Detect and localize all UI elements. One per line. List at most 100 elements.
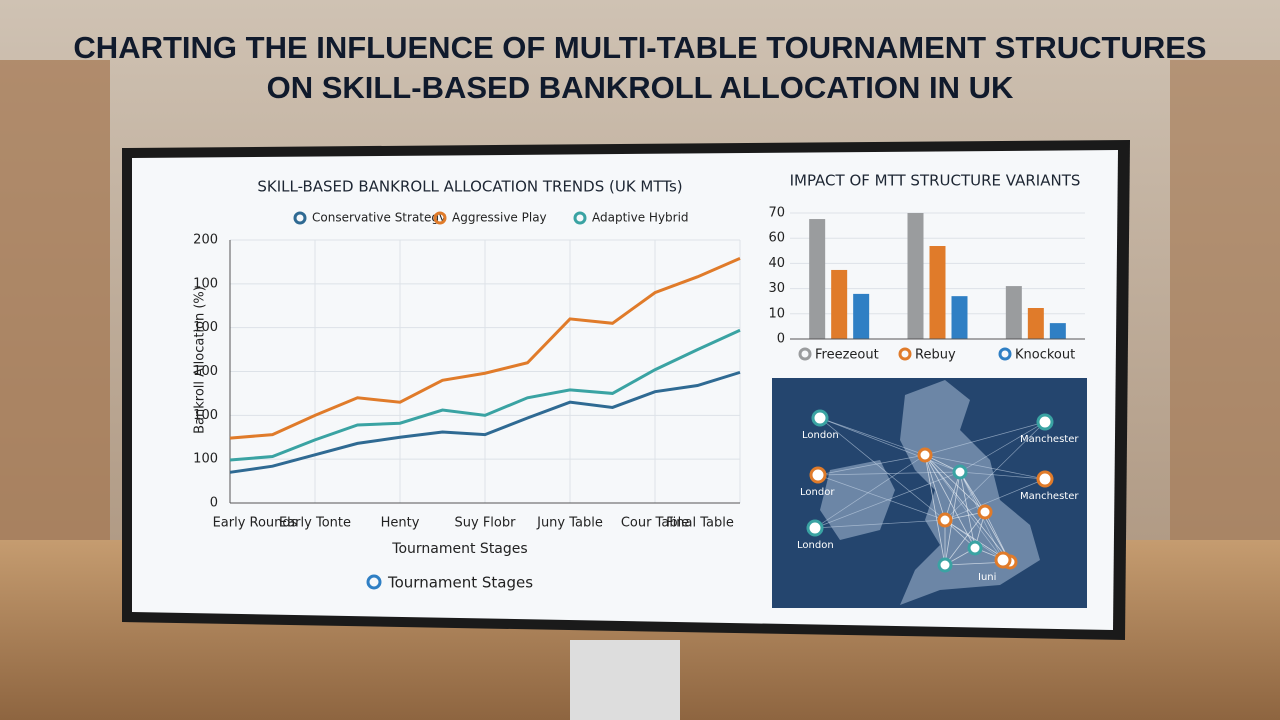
map-pin xyxy=(1036,413,1054,431)
y-tick-label: 100 xyxy=(193,364,218,379)
x-tick-label: Early Rounds xyxy=(213,516,298,531)
y-tick-label: 70 xyxy=(768,206,785,221)
y-tick-label: 30 xyxy=(768,281,785,296)
map-node xyxy=(937,512,953,528)
map-label: Manchester xyxy=(1020,434,1079,445)
data-line xyxy=(229,328,741,462)
map-pin xyxy=(809,466,827,484)
wood-panel xyxy=(1170,60,1280,560)
chart-title: IMPACT OF MTT STRUCTURE VARIANTS xyxy=(790,172,1081,190)
x-tick-label: Early Tonte xyxy=(279,516,351,531)
map-node xyxy=(937,557,953,573)
y-tick-label: 100 xyxy=(193,320,218,335)
page-title: CHARTING THE INFLUENCE OF MULTI-TABLE TO… xyxy=(73,30,1206,65)
map-route xyxy=(944,511,986,566)
legend-marker xyxy=(798,347,812,361)
map-route xyxy=(944,478,1046,521)
bar xyxy=(1027,308,1044,339)
wood-panel xyxy=(0,60,110,560)
bar xyxy=(853,293,870,339)
x-axis-label: Tournament Stages xyxy=(391,541,527,557)
map-route xyxy=(944,471,961,521)
map-route xyxy=(959,421,1046,473)
legend-marker xyxy=(573,211,587,225)
map-route xyxy=(814,454,926,529)
bar xyxy=(907,213,924,339)
map-route xyxy=(924,454,986,513)
x-tick-label: Henty xyxy=(381,516,420,531)
map-pin xyxy=(806,519,824,537)
map-label: Iuni xyxy=(978,572,996,583)
y-tick-label: 100 xyxy=(193,408,218,423)
y-tick-label: 60 xyxy=(768,231,785,246)
legend-marker xyxy=(433,211,447,225)
chart-title: SKILL-BASED BANKROLL ALLOCATION TRENDS (… xyxy=(257,178,682,196)
legend-label: Knockout xyxy=(1015,348,1075,363)
map-route xyxy=(944,471,961,566)
bar xyxy=(929,246,946,339)
legend-label: Conservative Strategy xyxy=(312,211,446,225)
y-axis-label: Bankroll Allocation (%) xyxy=(193,286,208,434)
data-line xyxy=(229,257,741,440)
legend-label: Freezeout xyxy=(815,348,879,363)
y-tick-label: 10 xyxy=(768,306,785,321)
map-route xyxy=(944,421,1046,521)
y-tick-label: 0 xyxy=(210,496,218,511)
map-node xyxy=(977,504,993,520)
y-tick-label: 200 xyxy=(193,233,218,248)
bar xyxy=(951,296,968,339)
legend-label: Rebuy xyxy=(915,348,956,363)
x-tick-label: Juny Table xyxy=(536,516,603,531)
map-label: London xyxy=(802,430,839,441)
map-route xyxy=(819,417,961,473)
legend-label: Aggressive Play xyxy=(452,211,547,225)
map-route xyxy=(817,471,961,476)
y-tick-label: 100 xyxy=(193,276,218,291)
y-tick-label: 40 xyxy=(768,256,785,271)
map-label: Londor xyxy=(800,487,835,498)
x-tick-label: Suy Flobr xyxy=(455,516,517,531)
y-tick-label: 100 xyxy=(193,452,218,467)
map-route xyxy=(924,454,946,521)
map-route xyxy=(959,471,976,549)
map-label: London xyxy=(797,540,834,551)
footer-marker xyxy=(366,574,382,590)
y-tick-label: 0 xyxy=(777,332,785,347)
map-node xyxy=(967,540,983,556)
footer-label: Tournament Stages xyxy=(387,574,533,592)
map-route xyxy=(924,454,1011,563)
legend-label: Adaptive Hybrid xyxy=(592,211,689,225)
map-route xyxy=(924,454,1004,561)
data-line xyxy=(229,370,741,474)
map-route xyxy=(817,474,946,521)
map-route xyxy=(814,519,946,529)
legend-marker xyxy=(998,347,1012,361)
bar xyxy=(1005,286,1022,339)
page-title: ON SKILL-BASED BANKROLL ALLOCATION IN UK xyxy=(267,70,1014,105)
map-route xyxy=(819,417,946,521)
map-label: Manchester xyxy=(1020,491,1079,502)
map-route xyxy=(924,421,1046,456)
legend-marker xyxy=(898,347,912,361)
map-node xyxy=(917,447,933,463)
bar xyxy=(809,219,826,339)
x-tick-label: Final Table xyxy=(666,516,734,531)
map-route xyxy=(817,454,926,476)
map-pin xyxy=(1036,470,1054,488)
map-route xyxy=(959,471,1046,480)
map-route xyxy=(959,471,986,513)
map-pin xyxy=(994,551,1012,569)
monitor-stand xyxy=(570,640,680,720)
map-route xyxy=(819,417,926,456)
map-route xyxy=(814,471,961,529)
legend-marker xyxy=(293,211,307,225)
bar xyxy=(1049,323,1066,339)
x-tick-label: Cour Table xyxy=(621,516,689,531)
bar xyxy=(831,269,848,339)
map-route xyxy=(924,454,946,566)
map-route xyxy=(924,454,976,549)
map-pin xyxy=(811,409,829,427)
map-route xyxy=(924,454,1046,480)
map-node xyxy=(952,464,968,480)
